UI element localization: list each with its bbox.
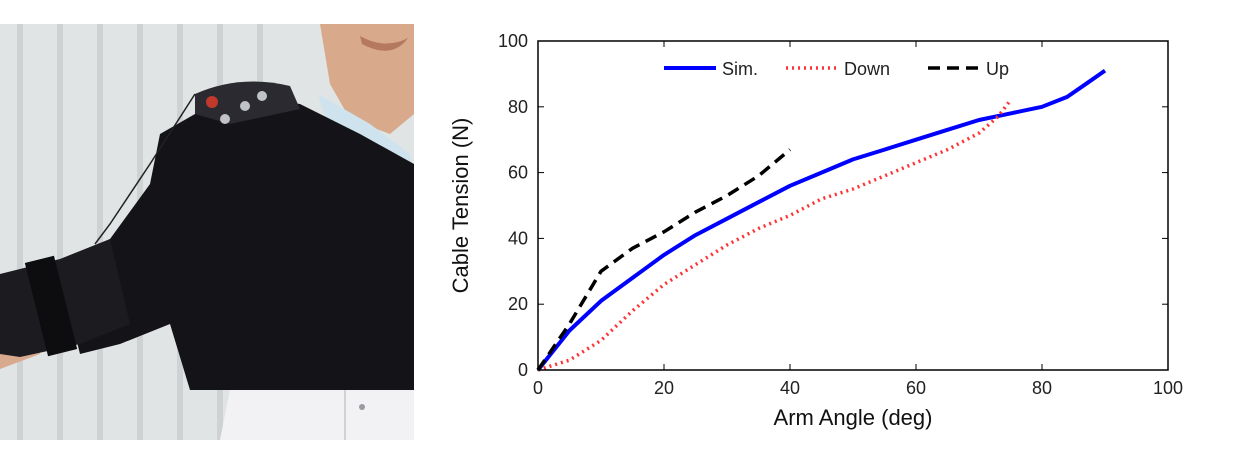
y-tick-label: 0 [518,360,528,380]
y-tick-label: 100 [498,31,528,51]
series-line-down [537,99,1012,372]
x-tick-label: 100 [1153,378,1183,398]
legend-label: Sim. [722,59,758,79]
series-line-up [536,148,792,371]
photo-illustration [0,24,414,440]
y-tick-label: 60 [508,163,528,183]
chart-svg: 0 20 40 60 80 100 0 20 40 60 80 100 Sim. Down Up Arm … [448,31,1183,430]
legend-label: Down [844,59,890,79]
x-tick-label: 40 [780,378,800,398]
plot-area-frame [537,40,1169,371]
legend: Sim. Down Up [664,59,1009,79]
y-tick-label: 20 [508,294,528,314]
legend-label: Up [986,59,1009,79]
x-tick-label: 80 [1032,378,1052,398]
x-tick-label: 60 [906,378,926,398]
x-tick-label: 0 [533,378,543,398]
y-tick-label: 80 [508,97,528,117]
x-tick-label: 20 [654,378,674,398]
y-axis-title: Cable Tension (N) [448,118,473,294]
person-wearing-shoulder-exosuit-photo [0,24,414,440]
y-tick-label: 40 [508,228,528,248]
series-line-sim [536,68,1107,372]
x-axis-title: Arm Angle (deg) [774,405,933,430]
cable-tension-chart: 0 20 40 60 80 100 0 20 40 60 80 100 Sim. Down Up Arm … [430,0,1230,450]
